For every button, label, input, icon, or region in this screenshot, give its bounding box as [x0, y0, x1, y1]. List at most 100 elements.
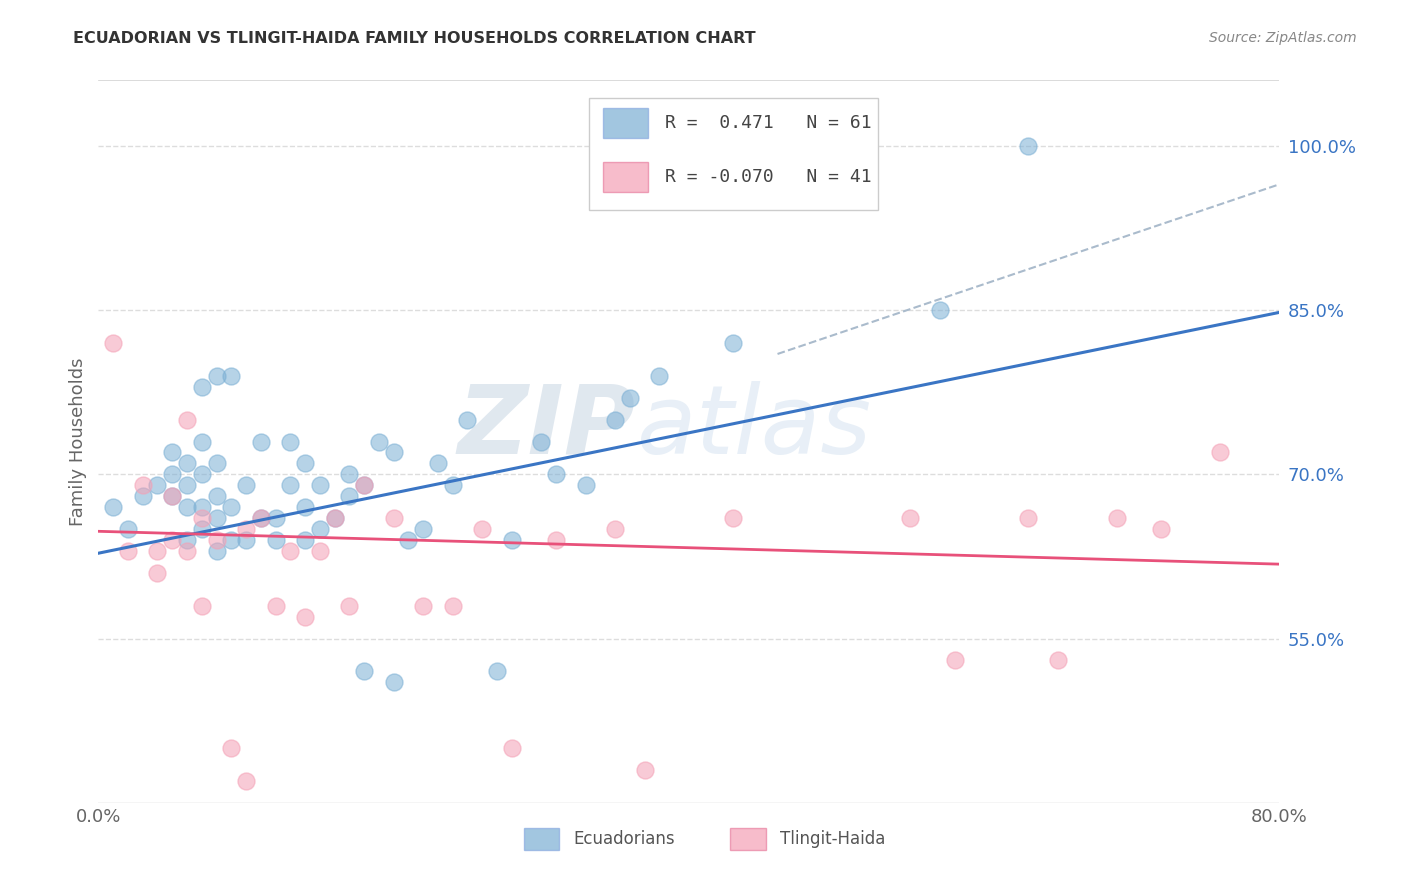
- Point: [205, 544, 228, 558]
- Point: [634, 763, 657, 777]
- Point: [294, 457, 316, 471]
- Point: [280, 544, 302, 558]
- Point: [648, 368, 671, 383]
- Point: [132, 489, 155, 503]
- Point: [723, 511, 745, 525]
- Point: [205, 511, 228, 525]
- Text: Ecuadorians: Ecuadorians: [574, 830, 675, 848]
- Point: [368, 434, 391, 449]
- Point: [176, 457, 198, 471]
- Point: [943, 653, 966, 667]
- Point: [589, 850, 612, 864]
- Point: [309, 544, 332, 558]
- Text: ECUADORIAN VS TLINGIT-HAIDA FAMILY HOUSEHOLDS CORRELATION CHART: ECUADORIAN VS TLINGIT-HAIDA FAMILY HOUSE…: [73, 31, 756, 46]
- Point: [176, 412, 198, 426]
- Point: [205, 457, 228, 471]
- Point: [382, 511, 405, 525]
- Point: [575, 478, 598, 492]
- Point: [339, 599, 361, 613]
- Point: [339, 489, 361, 503]
- Point: [176, 533, 198, 547]
- Point: [530, 434, 553, 449]
- FancyBboxPatch shape: [603, 162, 648, 193]
- Point: [723, 336, 745, 351]
- Point: [235, 533, 257, 547]
- Point: [162, 489, 183, 503]
- Point: [1209, 445, 1232, 459]
- Point: [1150, 522, 1173, 536]
- Point: [221, 741, 243, 756]
- Point: [264, 511, 287, 525]
- Point: [353, 665, 375, 679]
- Point: [294, 500, 316, 515]
- FancyBboxPatch shape: [523, 828, 560, 850]
- Point: [117, 544, 139, 558]
- Point: [309, 522, 332, 536]
- Point: [191, 500, 214, 515]
- Point: [457, 412, 479, 426]
- Point: [929, 303, 952, 318]
- Point: [339, 467, 361, 482]
- Point: [221, 500, 243, 515]
- Point: [235, 773, 257, 788]
- Text: R = -0.070   N = 41: R = -0.070 N = 41: [665, 168, 872, 186]
- Point: [191, 467, 214, 482]
- Point: [486, 665, 509, 679]
- Point: [294, 533, 316, 547]
- Text: ZIP: ZIP: [458, 381, 636, 474]
- Text: Source: ZipAtlas.com: Source: ZipAtlas.com: [1209, 31, 1357, 45]
- Point: [309, 478, 332, 492]
- FancyBboxPatch shape: [603, 108, 648, 138]
- Point: [441, 599, 464, 613]
- Point: [323, 511, 346, 525]
- Point: [1107, 511, 1129, 525]
- Point: [162, 533, 183, 547]
- Point: [294, 609, 316, 624]
- Point: [162, 489, 183, 503]
- Text: atlas: atlas: [636, 381, 870, 474]
- Y-axis label: Family Households: Family Households: [69, 358, 87, 525]
- Point: [103, 336, 125, 351]
- Point: [264, 533, 287, 547]
- Point: [205, 489, 228, 503]
- Point: [471, 522, 494, 536]
- Point: [1046, 653, 1070, 667]
- Point: [146, 478, 169, 492]
- Point: [605, 522, 627, 536]
- FancyBboxPatch shape: [589, 98, 877, 211]
- Point: [546, 533, 568, 547]
- Point: [103, 500, 125, 515]
- Point: [605, 412, 627, 426]
- Point: [427, 457, 450, 471]
- Point: [501, 741, 523, 756]
- Point: [619, 391, 641, 405]
- Point: [546, 467, 568, 482]
- Point: [250, 511, 273, 525]
- Text: R =  0.471   N = 61: R = 0.471 N = 61: [665, 114, 872, 132]
- Point: [117, 522, 139, 536]
- Point: [900, 511, 922, 525]
- Point: [1018, 511, 1040, 525]
- Point: [146, 544, 169, 558]
- Point: [162, 445, 183, 459]
- Point: [191, 511, 214, 525]
- Point: [146, 566, 169, 580]
- Point: [382, 675, 405, 690]
- Point: [412, 522, 434, 536]
- Text: Tlingit-Haida: Tlingit-Haida: [780, 830, 886, 848]
- Point: [162, 467, 183, 482]
- Point: [382, 445, 405, 459]
- Point: [235, 478, 257, 492]
- Point: [353, 478, 375, 492]
- Point: [221, 368, 243, 383]
- Point: [205, 368, 228, 383]
- Point: [1018, 139, 1040, 153]
- Point: [280, 478, 302, 492]
- Point: [250, 511, 273, 525]
- Point: [841, 862, 863, 876]
- Point: [280, 434, 302, 449]
- Point: [176, 544, 198, 558]
- Point: [501, 533, 523, 547]
- Point: [191, 434, 214, 449]
- Point: [221, 533, 243, 547]
